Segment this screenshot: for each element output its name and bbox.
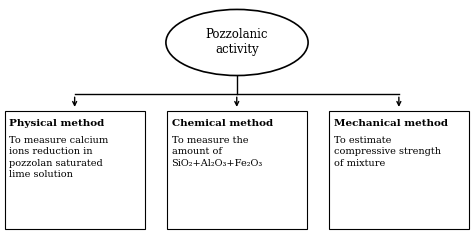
Text: Pozzolanic
activity: Pozzolanic activity [206, 29, 268, 56]
Text: To estimate
compressive strength
of mixture: To estimate compressive strength of mixt… [334, 136, 441, 168]
Bar [167, 111, 307, 229]
Text: To measure calcium
ions reduction in
pozzolan saturated
lime solution: To measure calcium ions reduction in poz… [9, 136, 109, 179]
Bar [5, 111, 145, 229]
Bar [329, 111, 469, 229]
Text: Physical method: Physical method [9, 119, 105, 128]
Text: Mechanical method: Mechanical method [334, 119, 448, 128]
Text: Chemical method: Chemical method [172, 119, 273, 128]
Text: To measure the
amount of
SiO₂+Al₂O₃+Fe₂O₃: To measure the amount of SiO₂+Al₂O₃+Fe₂O… [172, 136, 263, 168]
